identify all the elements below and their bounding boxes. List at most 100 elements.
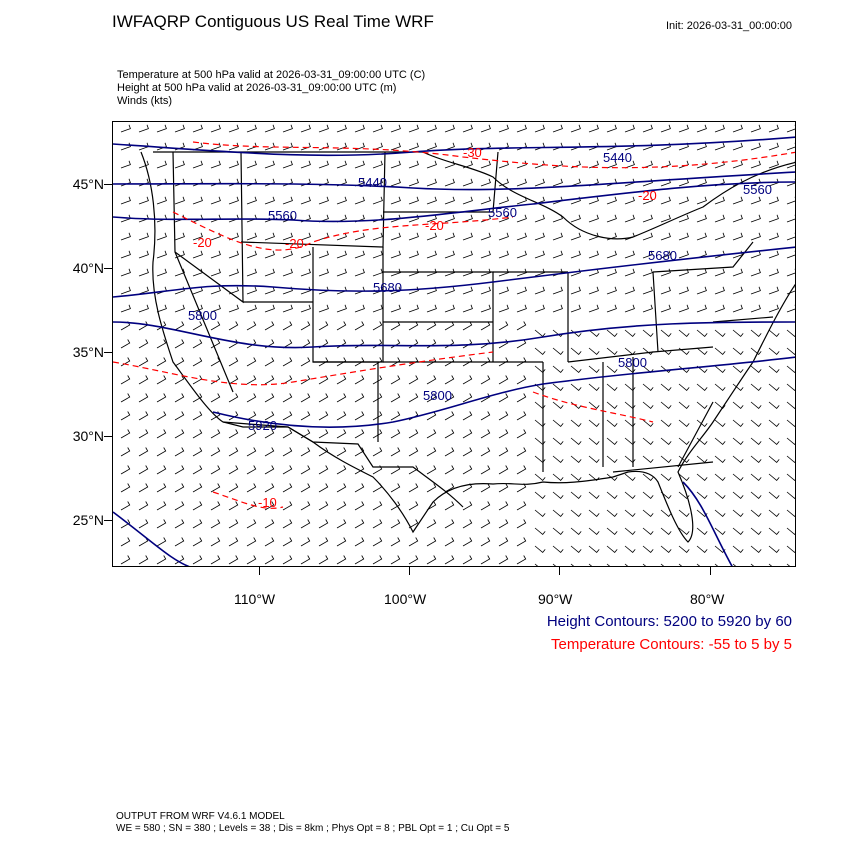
- wind-barb: [480, 357, 491, 367]
- wind-barb: [570, 509, 582, 517]
- wind-barb: [642, 527, 654, 535]
- wind-barb: [786, 250, 795, 259]
- wind-barb: [462, 339, 473, 349]
- wind-barb: [714, 509, 726, 517]
- wind-barb: [678, 527, 690, 535]
- wind-barb: [534, 304, 545, 313]
- wind-barb: [246, 232, 257, 241]
- wind-barb: [768, 268, 779, 277]
- wind-barb: [498, 501, 509, 511]
- wind-barb: [696, 365, 708, 373]
- wind-barb: [444, 339, 455, 349]
- wind-barb: [768, 329, 780, 337]
- wind-barb: [426, 142, 437, 151]
- wind-barb: [534, 178, 545, 187]
- wind-barb: [552, 383, 564, 391]
- wind-barb: [372, 124, 383, 133]
- wind-barb: [642, 196, 653, 205]
- wind-barb: [264, 232, 275, 241]
- wind-barb: [624, 286, 635, 295]
- wind-barb: [120, 429, 131, 439]
- wind-barb: [606, 401, 618, 409]
- wind-barb: [246, 411, 257, 421]
- wind-barb: [732, 304, 743, 313]
- wind-barb: [264, 483, 275, 493]
- wind-barb: [768, 473, 780, 481]
- wind-barb: [552, 160, 563, 169]
- wind-barb: [246, 519, 257, 529]
- wind-barb: [498, 465, 509, 475]
- canada-border: [153, 151, 795, 240]
- wind-barb: [480, 429, 491, 439]
- wind-barb: [516, 160, 527, 169]
- wind-barb: [768, 527, 780, 535]
- wind-barb: [336, 555, 347, 565]
- height-label: 5680: [648, 248, 677, 263]
- wind-barb: [516, 555, 527, 565]
- wind-barb: [714, 365, 726, 373]
- wind-barb: [228, 447, 239, 457]
- wind-barb: [786, 419, 795, 427]
- wind-barb: [120, 555, 131, 565]
- wind-barb: [390, 339, 401, 349]
- wind-barb: [462, 232, 473, 241]
- wind-barb: [210, 537, 221, 547]
- wind-barb: [714, 232, 725, 241]
- wind-barb: [732, 214, 743, 223]
- wind-barb: [498, 268, 509, 277]
- wind-barb: [228, 160, 239, 169]
- wind-barb: [768, 304, 779, 313]
- wind-barb: [282, 142, 293, 151]
- wind-barb: [714, 304, 725, 313]
- wind-barb: [444, 357, 455, 367]
- wind-barb: [696, 178, 707, 187]
- wind-barb: [534, 124, 545, 133]
- wind-barb: [318, 142, 329, 151]
- wind-barb: [120, 124, 131, 133]
- wind-barb: [606, 527, 618, 535]
- wind-barb: [264, 519, 275, 529]
- state-boundaries: [140, 151, 795, 543]
- wind-barb: [786, 160, 795, 169]
- wind-barb: [282, 196, 293, 205]
- wind-barb: [534, 214, 545, 223]
- wind-barb: [534, 401, 546, 409]
- wind-barb: [192, 501, 203, 511]
- lat-label-25: 25°N: [72, 512, 104, 528]
- wind-barb: [192, 214, 203, 223]
- wind-barb: [282, 357, 293, 367]
- wind-barb: [174, 501, 185, 511]
- wind-barb: [300, 268, 311, 277]
- field-height: Height at 500 hPa valid at 2026-03-31_09…: [117, 82, 397, 94]
- wind-barb: [750, 160, 761, 169]
- wind-barb: [750, 347, 762, 355]
- wind-barb: [696, 286, 707, 295]
- wind-barb: [174, 321, 185, 331]
- wind-barb: [768, 545, 780, 553]
- wind-barb: [498, 447, 509, 457]
- wind-barb: [768, 286, 779, 295]
- wind-barb: [174, 447, 185, 457]
- wind-barb: [192, 304, 203, 313]
- wind-barb: [624, 124, 635, 133]
- wind-barb: [624, 160, 635, 169]
- lon-tick: [259, 567, 260, 575]
- wind-barb: [660, 455, 672, 463]
- wind-barb: [318, 465, 329, 475]
- wind-barb: [444, 447, 455, 457]
- wind-barb: [750, 545, 762, 553]
- wind-barb: [264, 124, 275, 133]
- wind-barb: [408, 214, 419, 223]
- wind-barb: [498, 357, 509, 367]
- wind-barb: [336, 160, 347, 169]
- wind-barb: [390, 519, 401, 529]
- wind-barb: [192, 268, 203, 277]
- wind-barb: [210, 465, 221, 475]
- wind-barb: [264, 393, 275, 403]
- wind-barb: [210, 178, 221, 187]
- wind-barb: [696, 214, 707, 223]
- wind-barb: [390, 232, 401, 241]
- wind-barb: [264, 537, 275, 547]
- wind-barb: [282, 537, 293, 547]
- wind-barb: [318, 519, 329, 529]
